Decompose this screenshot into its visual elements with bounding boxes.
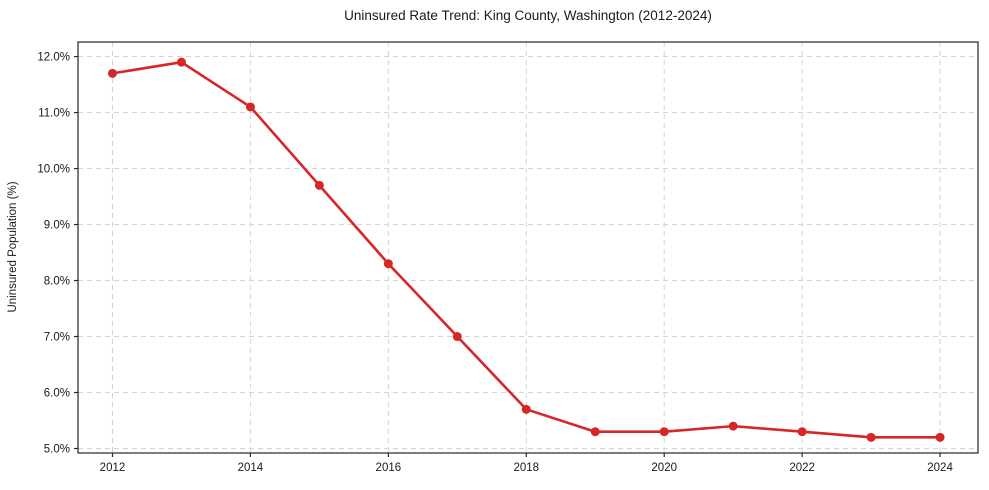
data-point-marker (935, 432, 945, 442)
x-tick-label: 2012 (100, 462, 126, 474)
x-tick-label: 2016 (376, 462, 402, 474)
y-tick-label: 11.0% (38, 108, 70, 120)
data-point-marker (452, 332, 462, 342)
data-point-marker (797, 427, 807, 437)
x-tick-label: 2020 (651, 462, 677, 474)
data-point-marker (314, 180, 324, 190)
chart-title: Uninsured Rate Trend: King County, Washi… (344, 8, 712, 23)
y-tick-label: 9.0% (44, 220, 70, 232)
data-point-marker (176, 57, 186, 67)
y-tick-label: 5.0% (44, 444, 70, 456)
data-point-marker (590, 427, 600, 437)
y-tick-label: 8.0% (44, 276, 70, 288)
y-tick-label: 6.0% (44, 388, 70, 400)
x-tick-label: 2014 (238, 462, 264, 474)
data-point-marker (107, 68, 117, 78)
y-tick-label: 10.0% (37, 164, 70, 176)
y-axis-label: Uninsured Population (%) (7, 181, 19, 313)
plot-frame (77, 41, 979, 454)
y-tick-label: 12.0% (37, 52, 70, 64)
x-tick-label: 2022 (789, 462, 815, 474)
data-point-marker (866, 432, 876, 442)
x-tick-label: 2024 (927, 462, 953, 474)
data-point-marker (659, 427, 669, 437)
x-tick-label: 2018 (513, 462, 539, 474)
data-point-marker (245, 102, 255, 112)
data-point-marker (521, 404, 531, 414)
data-point-marker (728, 421, 738, 431)
y-tick-label: 7.0% (44, 332, 70, 344)
data-point-marker (383, 259, 393, 269)
